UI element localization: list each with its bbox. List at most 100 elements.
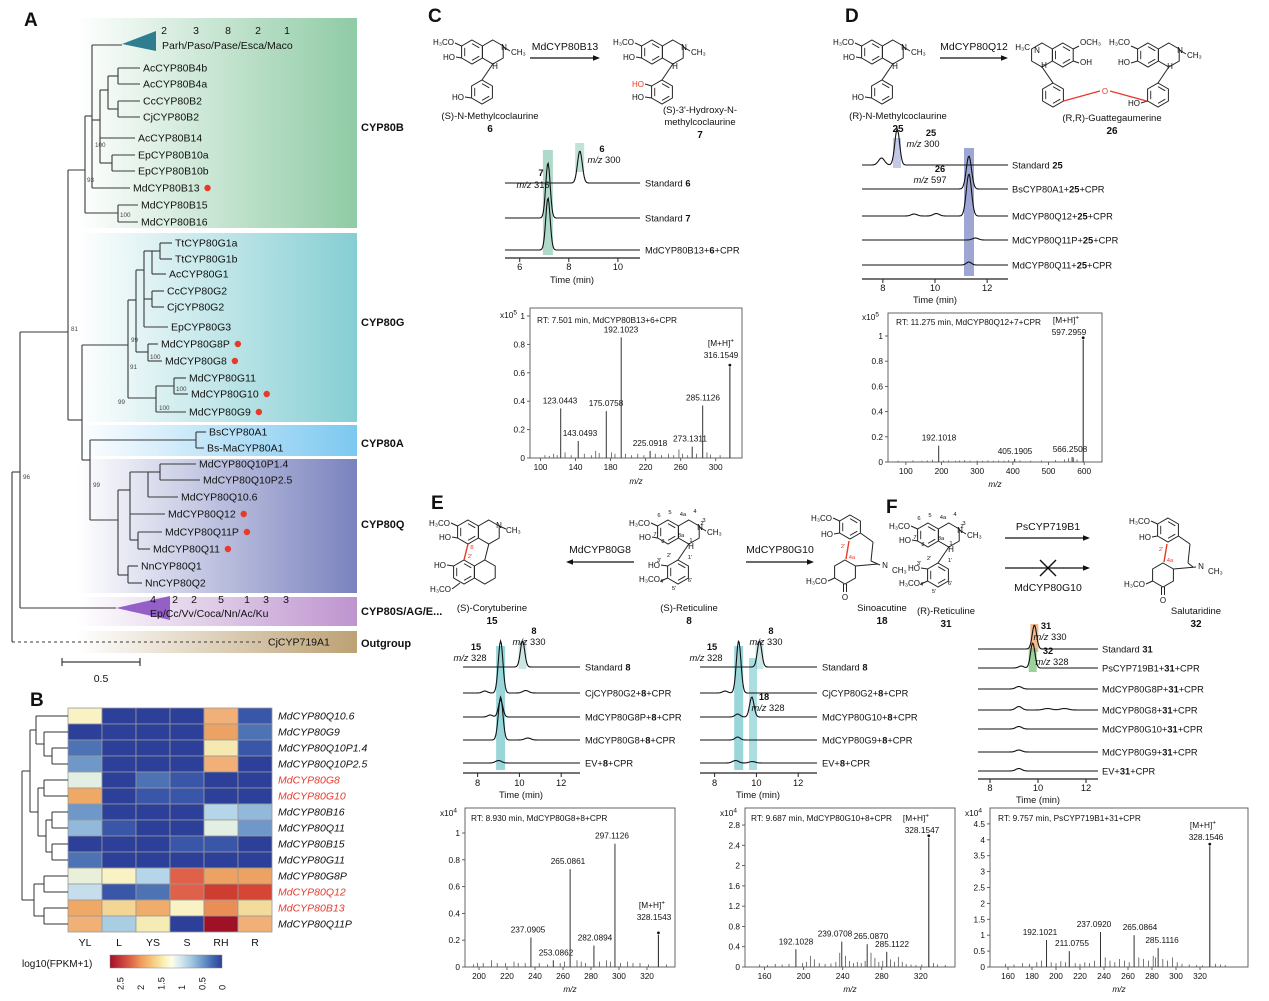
bond: [881, 63, 894, 81]
fragment-label: 192.1018: [922, 433, 957, 443]
fragment-label: 192.1023: [604, 324, 639, 334]
heatmap-cell: [135, 883, 171, 901]
no-reaction-cross: [1039, 559, 1057, 577]
intensity-scale: x105: [500, 310, 517, 321]
y-tick-label: 0.6: [448, 882, 460, 892]
heatmap-row-label: MdCYP80G9: [278, 727, 340, 739]
mz-axis-title: m/z: [629, 476, 643, 486]
enzyme-label: PsCYP719B1: [1016, 521, 1080, 533]
atom-label: HO: [632, 80, 644, 89]
atom-label: CH₃: [691, 48, 706, 57]
highlighted-bond: [1109, 90, 1147, 102]
clade-count: 8: [225, 25, 231, 37]
bond: [910, 525, 918, 530]
x-tick-label: 320: [1193, 971, 1207, 981]
atom-label: H₃C: [1015, 43, 1030, 52]
aromatic-bond: [677, 575, 686, 581]
taxon-label: MdCYP80G10: [191, 389, 259, 401]
trace-label: MdCYP80G9+8+CPR: [822, 736, 913, 746]
bond: [677, 543, 690, 561]
phylogenetic-tree-panel: CYP80B CYP80G CYP80A CYP80Q CYP80S/AG/E... Ou…: [11, 10, 442, 685]
chemical-structure: H₃CO HO H₃CO O N CH₃ 2' 4a Salutaridine 32: [1124, 517, 1223, 630]
position-number: 3': [657, 558, 661, 564]
heatmap-cell: [67, 803, 103, 821]
chromatogram-trace: [862, 127, 1008, 166]
molecular-ion-dot: [728, 363, 732, 367]
atom-label: H₃CO: [1124, 580, 1145, 589]
atom-label: N: [1034, 46, 1040, 55]
atom-label: CH₃: [511, 48, 526, 57]
y-tick-label: 0.4: [513, 396, 525, 406]
ring: [473, 559, 496, 585]
chromatogram-trace: [463, 759, 580, 764]
taxon-label: BsCYP80A1: [209, 427, 268, 439]
position-number: 2: [700, 521, 703, 527]
position-number: 1': [688, 555, 692, 561]
x-tick-label: 600: [1077, 466, 1091, 476]
bond: [1073, 60, 1080, 64]
mz-axis-title: m/z: [563, 984, 577, 994]
y-tick-label: 0.4: [728, 942, 740, 952]
bond: [481, 63, 494, 81]
y-tick-label: 0: [520, 453, 525, 463]
bootstrap-value: 100: [120, 212, 131, 219]
trace-label: MdCYP80G9+31+CPR: [1102, 748, 1198, 758]
atom-label: N: [957, 526, 963, 535]
heatmap-cell: [203, 883, 239, 901]
clade-name: Parh/Paso/Pase/Esca/Maco: [162, 40, 293, 52]
position-number: 4a: [940, 515, 947, 521]
heatmap-cell: [135, 755, 171, 773]
highlight-band: [964, 148, 974, 276]
bond: [660, 577, 668, 582]
position-number: 3: [962, 521, 965, 527]
peak-annotation: m/z 328: [751, 703, 784, 713]
trace-label: Standard 8: [585, 663, 631, 673]
time-axis-title: Time (min): [736, 790, 780, 800]
bond: [937, 546, 950, 564]
highlighted-bond: [1063, 90, 1101, 102]
heatmap-row-label: MdCYP80B13: [278, 903, 345, 915]
bond: [644, 83, 652, 87]
atom-label: OH: [1080, 58, 1092, 67]
family-label: Outgroup: [361, 638, 411, 650]
ring: [1147, 82, 1169, 108]
atom-label: N: [496, 521, 502, 530]
panel-letter-A: A: [24, 10, 38, 31]
bond: [1041, 66, 1054, 84]
characterized-gene-dot: [263, 390, 270, 398]
atom-label: OCH₃: [1080, 38, 1101, 47]
position-number: 2': [667, 553, 671, 559]
colorbar-title: log10(FPKM+1): [22, 959, 92, 970]
arrow-head: [1083, 565, 1090, 571]
bond: [454, 42, 462, 47]
highlight-band: [518, 641, 527, 669]
x-tick-label: 240: [528, 971, 542, 981]
fragment-label: 143.0493: [563, 428, 598, 438]
ring: [661, 39, 684, 65]
trace-label: MdCYP80G10+31+CPR: [1102, 725, 1203, 735]
y-tick-label: 2: [980, 898, 985, 908]
aromatic-bond: [1167, 521, 1176, 527]
panel-letter-C: C: [428, 6, 442, 27]
chromatogram-trace: [978, 705, 1098, 711]
heatmap-cell: [101, 883, 137, 901]
heatmap-cell: [237, 803, 273, 821]
taxon-label: CjCYP80B2: [143, 112, 199, 124]
peak-annotation: 15: [471, 642, 481, 652]
panel-letter-B: B: [30, 690, 44, 711]
x-tick-label: 300: [970, 466, 984, 476]
bond: [855, 56, 862, 59]
bond: [503, 46, 511, 52]
x-tick-label: 260: [674, 462, 688, 472]
fragment-label: 211.0755: [1055, 938, 1089, 948]
bootstrap-value: 93: [87, 177, 95, 184]
bond: [1151, 535, 1158, 538]
ring: [471, 79, 493, 105]
x-tick-label: 200: [935, 466, 949, 476]
atom-label: HO: [843, 53, 855, 62]
spectrum-title: RT: 9.687 min, MdCYP80G10+8+CPR: [751, 813, 892, 823]
panel-F: F PsCYP719B1 MdCYP80G10 H₃CO HO HO H₃CO N CH₃ H 6 5…: [886, 497, 1249, 994]
aromatic-bond: [1147, 58, 1156, 64]
highlight-band: [755, 641, 764, 669]
